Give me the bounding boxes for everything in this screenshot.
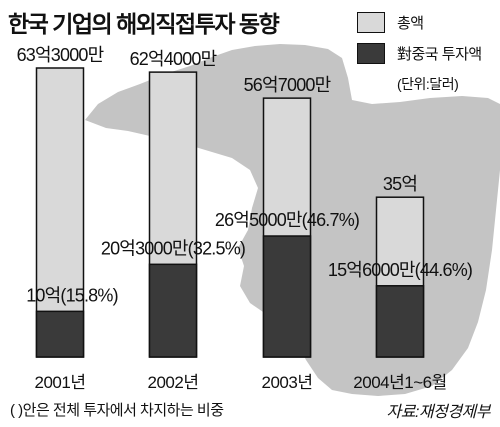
china-value-label-2: 20억3000만(32.5%) — [101, 238, 245, 258]
legend-label-total: 총액 — [397, 15, 424, 32]
chart-title: 한국 기업의 해외직접투자 동향 — [8, 11, 280, 37]
legend-label-china: 對중국 투자액 — [397, 46, 482, 63]
year-label-2: 2002년 — [148, 373, 199, 392]
total-value-label-2: 62억4000만 — [130, 49, 217, 69]
china-bar-2 — [148, 263, 198, 358]
total-value-label-3: 56억7000만 — [244, 75, 331, 95]
china-value-label-4: 15억6000만(44.6%) — [328, 260, 472, 280]
total-value-label-1: 63억3000만 — [17, 45, 104, 65]
legend-swatch-total — [357, 12, 385, 33]
source-credit: 자료:재정경제부 — [386, 404, 491, 421]
legend-item-china: 對중국 투자액 — [357, 43, 482, 64]
china-bar-3 — [262, 235, 312, 358]
year-label-4: 2004년1~6월 — [353, 373, 446, 392]
china-bar-4 — [375, 285, 425, 358]
year-label-3: 2003년 — [262, 373, 313, 392]
china-bar-1 — [35, 310, 85, 358]
bars-layer: 63억3000만 10억(15.8%) 2001년 62억4000만 20억3000만(… — [17, 45, 473, 392]
china-value-label-1: 10억(15.8%) — [26, 285, 118, 305]
china-value-label-3: 26억5000만(46.7%) — [215, 210, 359, 230]
unit-note: (단위:달러) — [397, 76, 459, 92]
year-label-1: 2001년 — [35, 373, 86, 392]
total-value-label-4: 35억 — [383, 174, 417, 194]
legend: 총액 對중국 투자액 — [357, 12, 482, 74]
legend-swatch-china — [357, 43, 385, 64]
footnote: ( )안은 전체 투자에서 차지하는 비중 — [10, 402, 224, 419]
legend-item-total: 총액 — [357, 12, 482, 33]
